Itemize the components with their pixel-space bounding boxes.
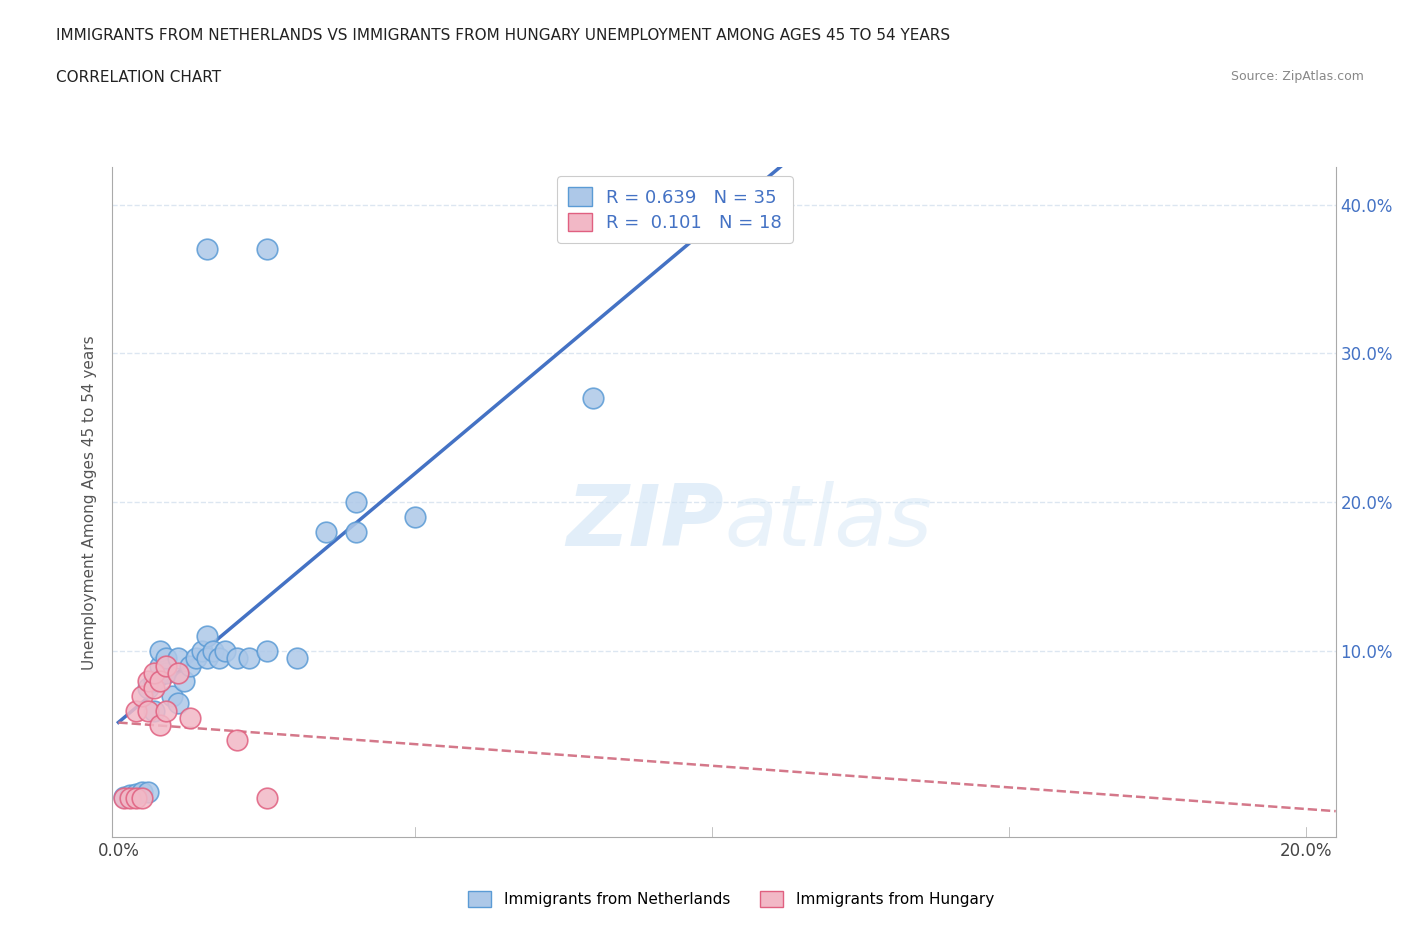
Point	[131, 688, 153, 703]
Point	[190, 644, 212, 658]
Text: ZIP: ZIP	[567, 481, 724, 564]
Point	[143, 666, 166, 681]
Point	[179, 658, 201, 673]
Text: CORRELATION CHART: CORRELATION CHART	[56, 70, 221, 85]
Point	[285, 651, 308, 666]
Point	[256, 644, 278, 658]
Point	[149, 673, 172, 688]
Point	[136, 673, 159, 688]
Point	[166, 666, 188, 681]
Point	[120, 788, 142, 803]
Point	[166, 696, 188, 711]
Point	[155, 666, 177, 681]
Point	[208, 651, 231, 666]
Point	[155, 651, 177, 666]
Point	[226, 651, 249, 666]
Point	[315, 525, 337, 539]
Point	[256, 790, 278, 805]
Point	[197, 629, 219, 644]
Point	[166, 651, 188, 666]
Point	[125, 790, 148, 805]
Point	[184, 651, 207, 666]
Point	[131, 790, 153, 805]
Point	[197, 242, 219, 257]
Point	[143, 681, 166, 696]
Point	[149, 658, 172, 673]
Point	[155, 703, 177, 718]
Point	[160, 688, 183, 703]
Point	[136, 703, 159, 718]
Point	[149, 644, 172, 658]
Point	[125, 703, 148, 718]
Point	[179, 711, 201, 725]
Point	[344, 525, 367, 539]
Point	[155, 658, 177, 673]
Point	[404, 510, 426, 525]
Point	[143, 673, 166, 688]
Point	[214, 644, 236, 658]
Point	[197, 651, 219, 666]
Legend: R = 0.639   N = 35, R =  0.101   N = 18: R = 0.639 N = 35, R = 0.101 N = 18	[558, 177, 793, 243]
Point	[238, 651, 260, 666]
Text: Source: ZipAtlas.com: Source: ZipAtlas.com	[1230, 70, 1364, 83]
Point	[344, 495, 367, 510]
Point	[125, 787, 148, 802]
Point	[582, 391, 605, 405]
Point	[149, 718, 172, 733]
Point	[226, 733, 249, 748]
Legend: Immigrants from Netherlands, Immigrants from Hungary: Immigrants from Netherlands, Immigrants …	[463, 884, 1000, 913]
Point	[143, 703, 166, 718]
Y-axis label: Unemployment Among Ages 45 to 54 years: Unemployment Among Ages 45 to 54 years	[82, 335, 97, 670]
Point	[256, 242, 278, 257]
Point	[202, 644, 225, 658]
Point	[131, 785, 153, 800]
Point	[112, 790, 135, 804]
Point	[173, 673, 195, 688]
Point	[136, 785, 159, 800]
Point	[120, 790, 142, 805]
Text: atlas: atlas	[724, 481, 932, 564]
Point	[136, 681, 159, 696]
Point	[112, 790, 135, 805]
Text: IMMIGRANTS FROM NETHERLANDS VS IMMIGRANTS FROM HUNGARY UNEMPLOYMENT AMONG AGES 4: IMMIGRANTS FROM NETHERLANDS VS IMMIGRANT…	[56, 28, 950, 43]
